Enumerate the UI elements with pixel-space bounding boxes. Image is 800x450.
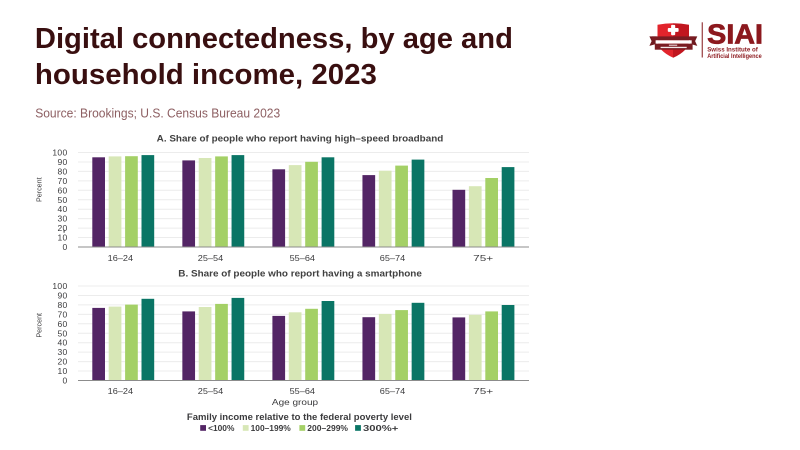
- svg-text:B. Share of people who report: B. Share of people who report having a s…: [178, 269, 422, 279]
- svg-text:200–299%: 200–299%: [307, 424, 348, 433]
- svg-text:10: 10: [57, 366, 67, 376]
- svg-text:60: 60: [57, 319, 67, 329]
- svg-text:100–199%: 100–199%: [251, 424, 291, 433]
- svg-text:20: 20: [57, 223, 67, 233]
- svg-text:<100%: <100%: [208, 424, 234, 433]
- svg-text:0: 0: [62, 376, 67, 386]
- svg-text:20: 20: [57, 357, 67, 367]
- svg-text:16–24: 16–24: [108, 386, 134, 396]
- svg-text:25–54: 25–54: [198, 386, 224, 396]
- svg-text:55–64: 55–64: [290, 386, 316, 396]
- svg-text:100: 100: [52, 148, 67, 158]
- svg-text:Age group: Age group: [272, 397, 319, 407]
- svg-text:70: 70: [57, 309, 67, 319]
- svg-text:75+: 75+: [473, 386, 493, 396]
- svg-text:Artificial Intelligence: Artificial Intelligence: [707, 53, 762, 60]
- svg-text:Digital connectedness, by age: Digital connectedness, by age and: [35, 23, 513, 55]
- svg-text:90: 90: [57, 290, 67, 300]
- svg-text:SIAI: SIAI: [707, 18, 763, 49]
- svg-text:50: 50: [57, 195, 67, 205]
- svg-text:65–74: 65–74: [380, 253, 406, 263]
- svg-text:A. Share of people who report: A. Share of people who report having hig…: [157, 134, 444, 144]
- svg-text:75+: 75+: [473, 253, 493, 263]
- svg-text:25–54: 25–54: [198, 253, 224, 263]
- svg-text:30: 30: [57, 214, 67, 224]
- svg-text:Swiss Institute of: Swiss Institute of: [707, 47, 759, 54]
- svg-text:Source: Brookings; U.S. Census: Source: Brookings; U.S. Census Bureau 20…: [35, 107, 280, 121]
- svg-text:Percent: Percent: [34, 177, 43, 202]
- svg-text:40: 40: [57, 204, 67, 214]
- svg-text:100: 100: [52, 281, 67, 291]
- svg-text:50: 50: [57, 328, 67, 338]
- svg-text:60: 60: [57, 185, 67, 195]
- svg-text:30: 30: [57, 347, 67, 357]
- svg-text:300%+: 300%+: [363, 424, 399, 433]
- svg-text:65–74: 65–74: [380, 386, 406, 396]
- svg-text:55–64: 55–64: [290, 253, 316, 263]
- svg-text:70: 70: [57, 176, 67, 186]
- svg-text:Family income relative to the: Family income relative to the federal po…: [187, 412, 412, 422]
- svg-text:80: 80: [57, 300, 67, 310]
- svg-text:Percent: Percent: [34, 313, 43, 338]
- svg-text:10: 10: [57, 233, 67, 243]
- svg-text:16–24: 16–24: [108, 253, 134, 263]
- svg-text:household income, 2023: household income, 2023: [35, 59, 377, 91]
- svg-text:40: 40: [57, 338, 67, 348]
- svg-text:80: 80: [57, 166, 67, 176]
- svg-text:0: 0: [62, 242, 67, 252]
- svg-text:90: 90: [57, 157, 67, 167]
